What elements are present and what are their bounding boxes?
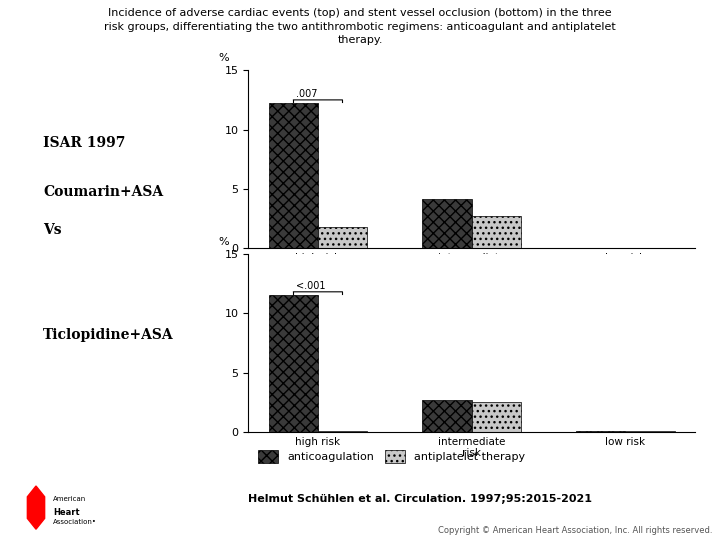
- Bar: [318, 227, 367, 248]
- Bar: [423, 199, 472, 248]
- Bar: [625, 431, 675, 432]
- Bar: [472, 402, 521, 432]
- Text: Association•: Association•: [53, 519, 97, 525]
- Bar: [423, 400, 472, 432]
- Text: therapy.: therapy.: [337, 35, 383, 45]
- Text: Ticlopidine+ASA: Ticlopidine+ASA: [43, 328, 174, 342]
- Y-axis label: %: %: [219, 53, 229, 63]
- Bar: [576, 431, 625, 432]
- Y-axis label: %: %: [219, 237, 229, 247]
- Bar: [472, 217, 521, 248]
- Text: .007: .007: [297, 89, 318, 99]
- Text: Vs: Vs: [43, 222, 62, 237]
- Text: <.001: <.001: [297, 281, 326, 291]
- Text: Coumarin+ASA: Coumarin+ASA: [43, 185, 163, 199]
- Text: Helmut Schühlen et al. Circulation. 1997;95:2015-2021: Helmut Schühlen et al. Circulation. 1997…: [248, 494, 593, 504]
- Legend: anticoagulation, antiplatelet therapy: anticoagulation, antiplatelet therapy: [254, 446, 530, 467]
- Text: Heart: Heart: [53, 508, 80, 517]
- Text: Copyright © American Heart Association, Inc. All rights reserved.: Copyright © American Heart Association, …: [438, 525, 713, 535]
- Text: risk groups, differentiating the two antithrombotic regimens: anticoagulant and : risk groups, differentiating the two ant…: [104, 22, 616, 32]
- Text: ISAR 1997: ISAR 1997: [43, 136, 125, 150]
- Polygon shape: [27, 486, 45, 529]
- Text: Incidence of adverse cardiac events (top) and stent vessel occlusion (bottom) in: Incidence of adverse cardiac events (top…: [108, 8, 612, 18]
- Bar: [269, 104, 318, 248]
- Bar: [318, 431, 367, 432]
- Bar: [269, 295, 318, 432]
- Text: American: American: [53, 496, 86, 502]
